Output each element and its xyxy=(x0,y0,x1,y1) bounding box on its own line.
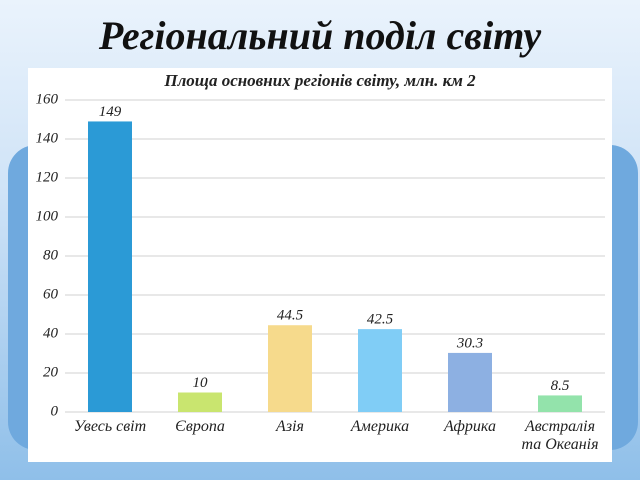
data-label: 149 xyxy=(99,104,122,120)
data-label: 44.5 xyxy=(277,308,304,324)
data-label: 10 xyxy=(193,375,209,391)
page-title: Регіональний поділ світу xyxy=(98,13,542,58)
y-tick-label: 40 xyxy=(43,325,59,341)
x-tick-label: Увесь світ xyxy=(73,418,147,435)
x-tick-label: Австралія та Океанія xyxy=(521,418,599,453)
bar xyxy=(358,329,402,412)
y-tick-label: 120 xyxy=(36,169,59,185)
x-tick-label: Америка xyxy=(350,418,410,435)
y-tick-label: 100 xyxy=(36,208,59,224)
bar xyxy=(88,121,132,412)
bar xyxy=(448,352,492,412)
y-tick-label: 60 xyxy=(43,286,59,302)
bar xyxy=(178,392,222,412)
data-label: 30.3 xyxy=(456,335,483,351)
y-tick-label: 140 xyxy=(36,130,59,146)
x-tick-label: Європа xyxy=(175,418,225,435)
y-tick-label: 160 xyxy=(36,91,59,107)
chart-title: Площа основних регіонів світу, млн. км 2 xyxy=(163,71,476,90)
y-tick-label: 80 xyxy=(43,247,59,263)
bar xyxy=(538,395,582,412)
y-tick-label: 0 xyxy=(51,403,59,419)
x-tick-label: Африка xyxy=(444,418,496,435)
data-label: 8.5 xyxy=(551,378,570,394)
bar xyxy=(268,325,312,412)
x-tick-label: Азія xyxy=(276,418,304,435)
data-label: 42.5 xyxy=(367,312,394,328)
y-tick-label: 20 xyxy=(43,364,59,380)
